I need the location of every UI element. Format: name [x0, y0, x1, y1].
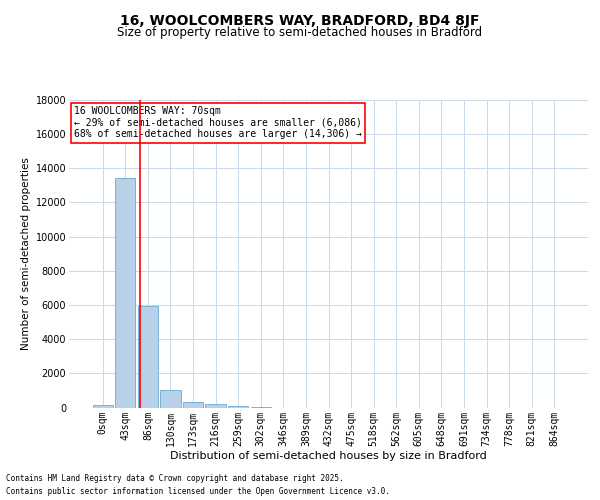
Text: Size of property relative to semi-detached houses in Bradford: Size of property relative to semi-detach… [118, 26, 482, 39]
Text: Contains public sector information licensed under the Open Government Licence v3: Contains public sector information licen… [6, 487, 390, 496]
Bar [92, 404, 113, 407]
Bar [115, 178, 136, 408]
Text: Contains HM Land Registry data © Crown copyright and database right 2025.: Contains HM Land Registry data © Crown c… [6, 474, 344, 483]
Bar [205, 404, 226, 407]
Text: 16, WOOLCOMBERS WAY, BRADFORD, BD4 8JF: 16, WOOLCOMBERS WAY, BRADFORD, BD4 8JF [120, 14, 480, 28]
Bar [160, 390, 181, 407]
Text: 16 WOOLCOMBERS WAY: 70sqm
← 29% of semi-detached houses are smaller (6,086)
68% : 16 WOOLCOMBERS WAY: 70sqm ← 29% of semi-… [74, 106, 362, 140]
Bar [228, 406, 248, 407]
Y-axis label: Number of semi-detached properties: Number of semi-detached properties [22, 158, 31, 350]
Bar [138, 306, 158, 408]
X-axis label: Distribution of semi-detached houses by size in Bradford: Distribution of semi-detached houses by … [170, 451, 487, 461]
Bar [183, 402, 203, 407]
